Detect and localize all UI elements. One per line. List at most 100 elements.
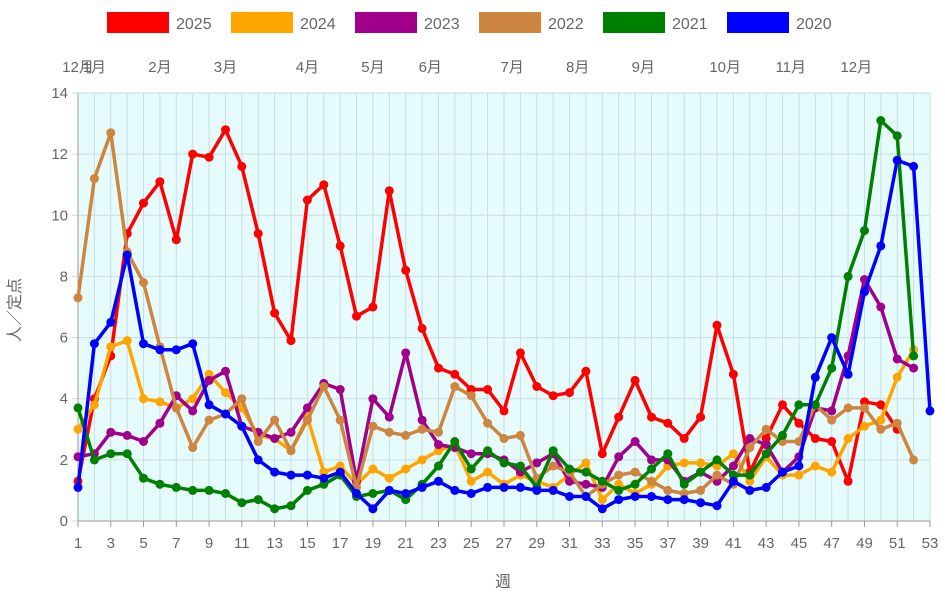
data-point[interactable]	[139, 473, 148, 483]
data-point[interactable]	[319, 180, 329, 190]
data-point[interactable]	[565, 476, 574, 486]
data-point[interactable]	[352, 489, 361, 498]
data-point[interactable]	[499, 406, 509, 416]
data-point[interactable]	[286, 470, 296, 480]
data-point[interactable]	[204, 485, 214, 495]
data-point[interactable]	[401, 489, 411, 498]
data-point[interactable]	[843, 403, 853, 413]
data-point[interactable]	[532, 382, 542, 391]
data-point[interactable]	[565, 388, 574, 398]
data-point[interactable]	[335, 241, 345, 251]
data-point[interactable]	[89, 455, 99, 465]
data-point[interactable]	[647, 412, 656, 422]
data-point[interactable]	[286, 336, 296, 346]
data-point[interactable]	[597, 476, 607, 486]
data-point[interactable]	[89, 174, 99, 184]
data-point[interactable]	[368, 394, 378, 404]
data-point[interactable]	[286, 501, 296, 511]
data-point[interactable]	[647, 476, 656, 486]
data-point[interactable]	[663, 495, 673, 505]
data-point[interactable]	[368, 464, 378, 474]
data-point[interactable]	[483, 467, 493, 477]
data-point[interactable]	[909, 363, 919, 373]
data-point[interactable]	[860, 421, 869, 431]
data-point[interactable]	[663, 449, 673, 459]
data-point[interactable]	[794, 437, 804, 446]
data-point[interactable]	[106, 427, 116, 437]
data-point[interactable]	[483, 385, 493, 394]
legend-item-2021[interactable]: 2021	[603, 12, 708, 33]
data-point[interactable]	[892, 131, 902, 141]
data-point[interactable]	[253, 495, 263, 505]
data-point[interactable]	[876, 241, 886, 251]
data-point[interactable]	[417, 415, 427, 425]
data-point[interactable]	[876, 424, 886, 434]
data-point[interactable]	[728, 476, 738, 486]
data-point[interactable]	[761, 482, 771, 492]
data-point[interactable]	[843, 476, 853, 486]
data-point[interactable]	[925, 406, 935, 416]
data-point[interactable]	[483, 418, 493, 428]
data-point[interactable]	[827, 363, 837, 373]
data-point[interactable]	[630, 467, 640, 477]
data-point[interactable]	[286, 427, 296, 437]
data-point[interactable]	[106, 128, 116, 138]
data-point[interactable]	[139, 394, 148, 404]
data-point[interactable]	[876, 400, 886, 410]
data-point[interactable]	[401, 430, 411, 440]
data-point[interactable]	[171, 482, 181, 492]
data-point[interactable]	[368, 421, 378, 431]
data-point[interactable]	[860, 287, 869, 297]
data-point[interactable]	[122, 430, 132, 440]
data-point[interactable]	[696, 412, 706, 422]
data-point[interactable]	[319, 473, 329, 483]
data-point[interactable]	[778, 400, 787, 410]
data-point[interactable]	[597, 504, 607, 514]
data-point[interactable]	[434, 427, 443, 437]
data-point[interactable]	[679, 495, 689, 505]
data-point[interactable]	[221, 409, 230, 419]
data-point[interactable]	[434, 363, 443, 373]
data-point[interactable]	[515, 430, 525, 440]
data-point[interactable]	[679, 434, 689, 443]
data-point[interactable]	[204, 415, 214, 425]
data-point[interactable]	[679, 479, 689, 489]
data-point[interactable]	[614, 485, 624, 495]
data-point[interactable]	[466, 464, 476, 474]
data-point[interactable]	[384, 473, 394, 483]
data-point[interactable]	[466, 385, 476, 394]
data-point[interactable]	[155, 177, 165, 187]
data-point[interactable]	[565, 464, 574, 474]
data-point[interactable]	[139, 198, 148, 208]
data-point[interactable]	[843, 434, 853, 443]
data-point[interactable]	[515, 482, 525, 492]
data-point[interactable]	[122, 336, 132, 346]
data-point[interactable]	[778, 430, 787, 440]
data-point[interactable]	[810, 400, 820, 410]
data-point[interactable]	[778, 467, 787, 477]
data-point[interactable]	[286, 446, 296, 456]
data-point[interactable]	[401, 464, 411, 474]
data-point[interactable]	[712, 455, 722, 465]
data-point[interactable]	[827, 437, 837, 446]
data-point[interactable]	[499, 482, 509, 492]
data-point[interactable]	[696, 498, 706, 508]
data-point[interactable]	[712, 501, 722, 511]
data-point[interactable]	[794, 400, 804, 410]
data-point[interactable]	[909, 455, 919, 465]
data-point[interactable]	[745, 476, 755, 486]
data-point[interactable]	[532, 458, 542, 468]
data-point[interactable]	[122, 449, 132, 459]
legend-item-2025[interactable]: 2025	[107, 12, 212, 33]
data-point[interactable]	[319, 382, 329, 391]
data-point[interactable]	[450, 485, 460, 495]
data-point[interactable]	[892, 354, 902, 364]
data-point[interactable]	[302, 470, 312, 480]
data-point[interactable]	[221, 366, 230, 376]
data-point[interactable]	[515, 461, 525, 471]
data-point[interactable]	[401, 265, 411, 275]
data-point[interactable]	[843, 271, 853, 281]
data-point[interactable]	[892, 372, 902, 382]
data-point[interactable]	[696, 458, 706, 468]
data-point[interactable]	[221, 388, 230, 398]
